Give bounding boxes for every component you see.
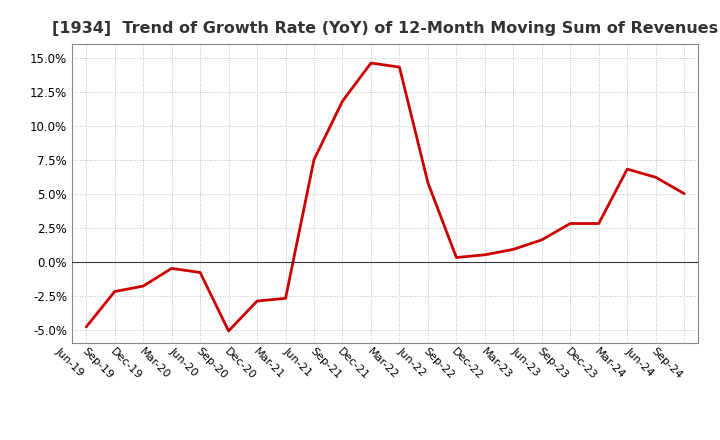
- Title: [1934]  Trend of Growth Rate (YoY) of 12-Month Moving Sum of Revenues: [1934] Trend of Growth Rate (YoY) of 12-…: [52, 21, 719, 36]
